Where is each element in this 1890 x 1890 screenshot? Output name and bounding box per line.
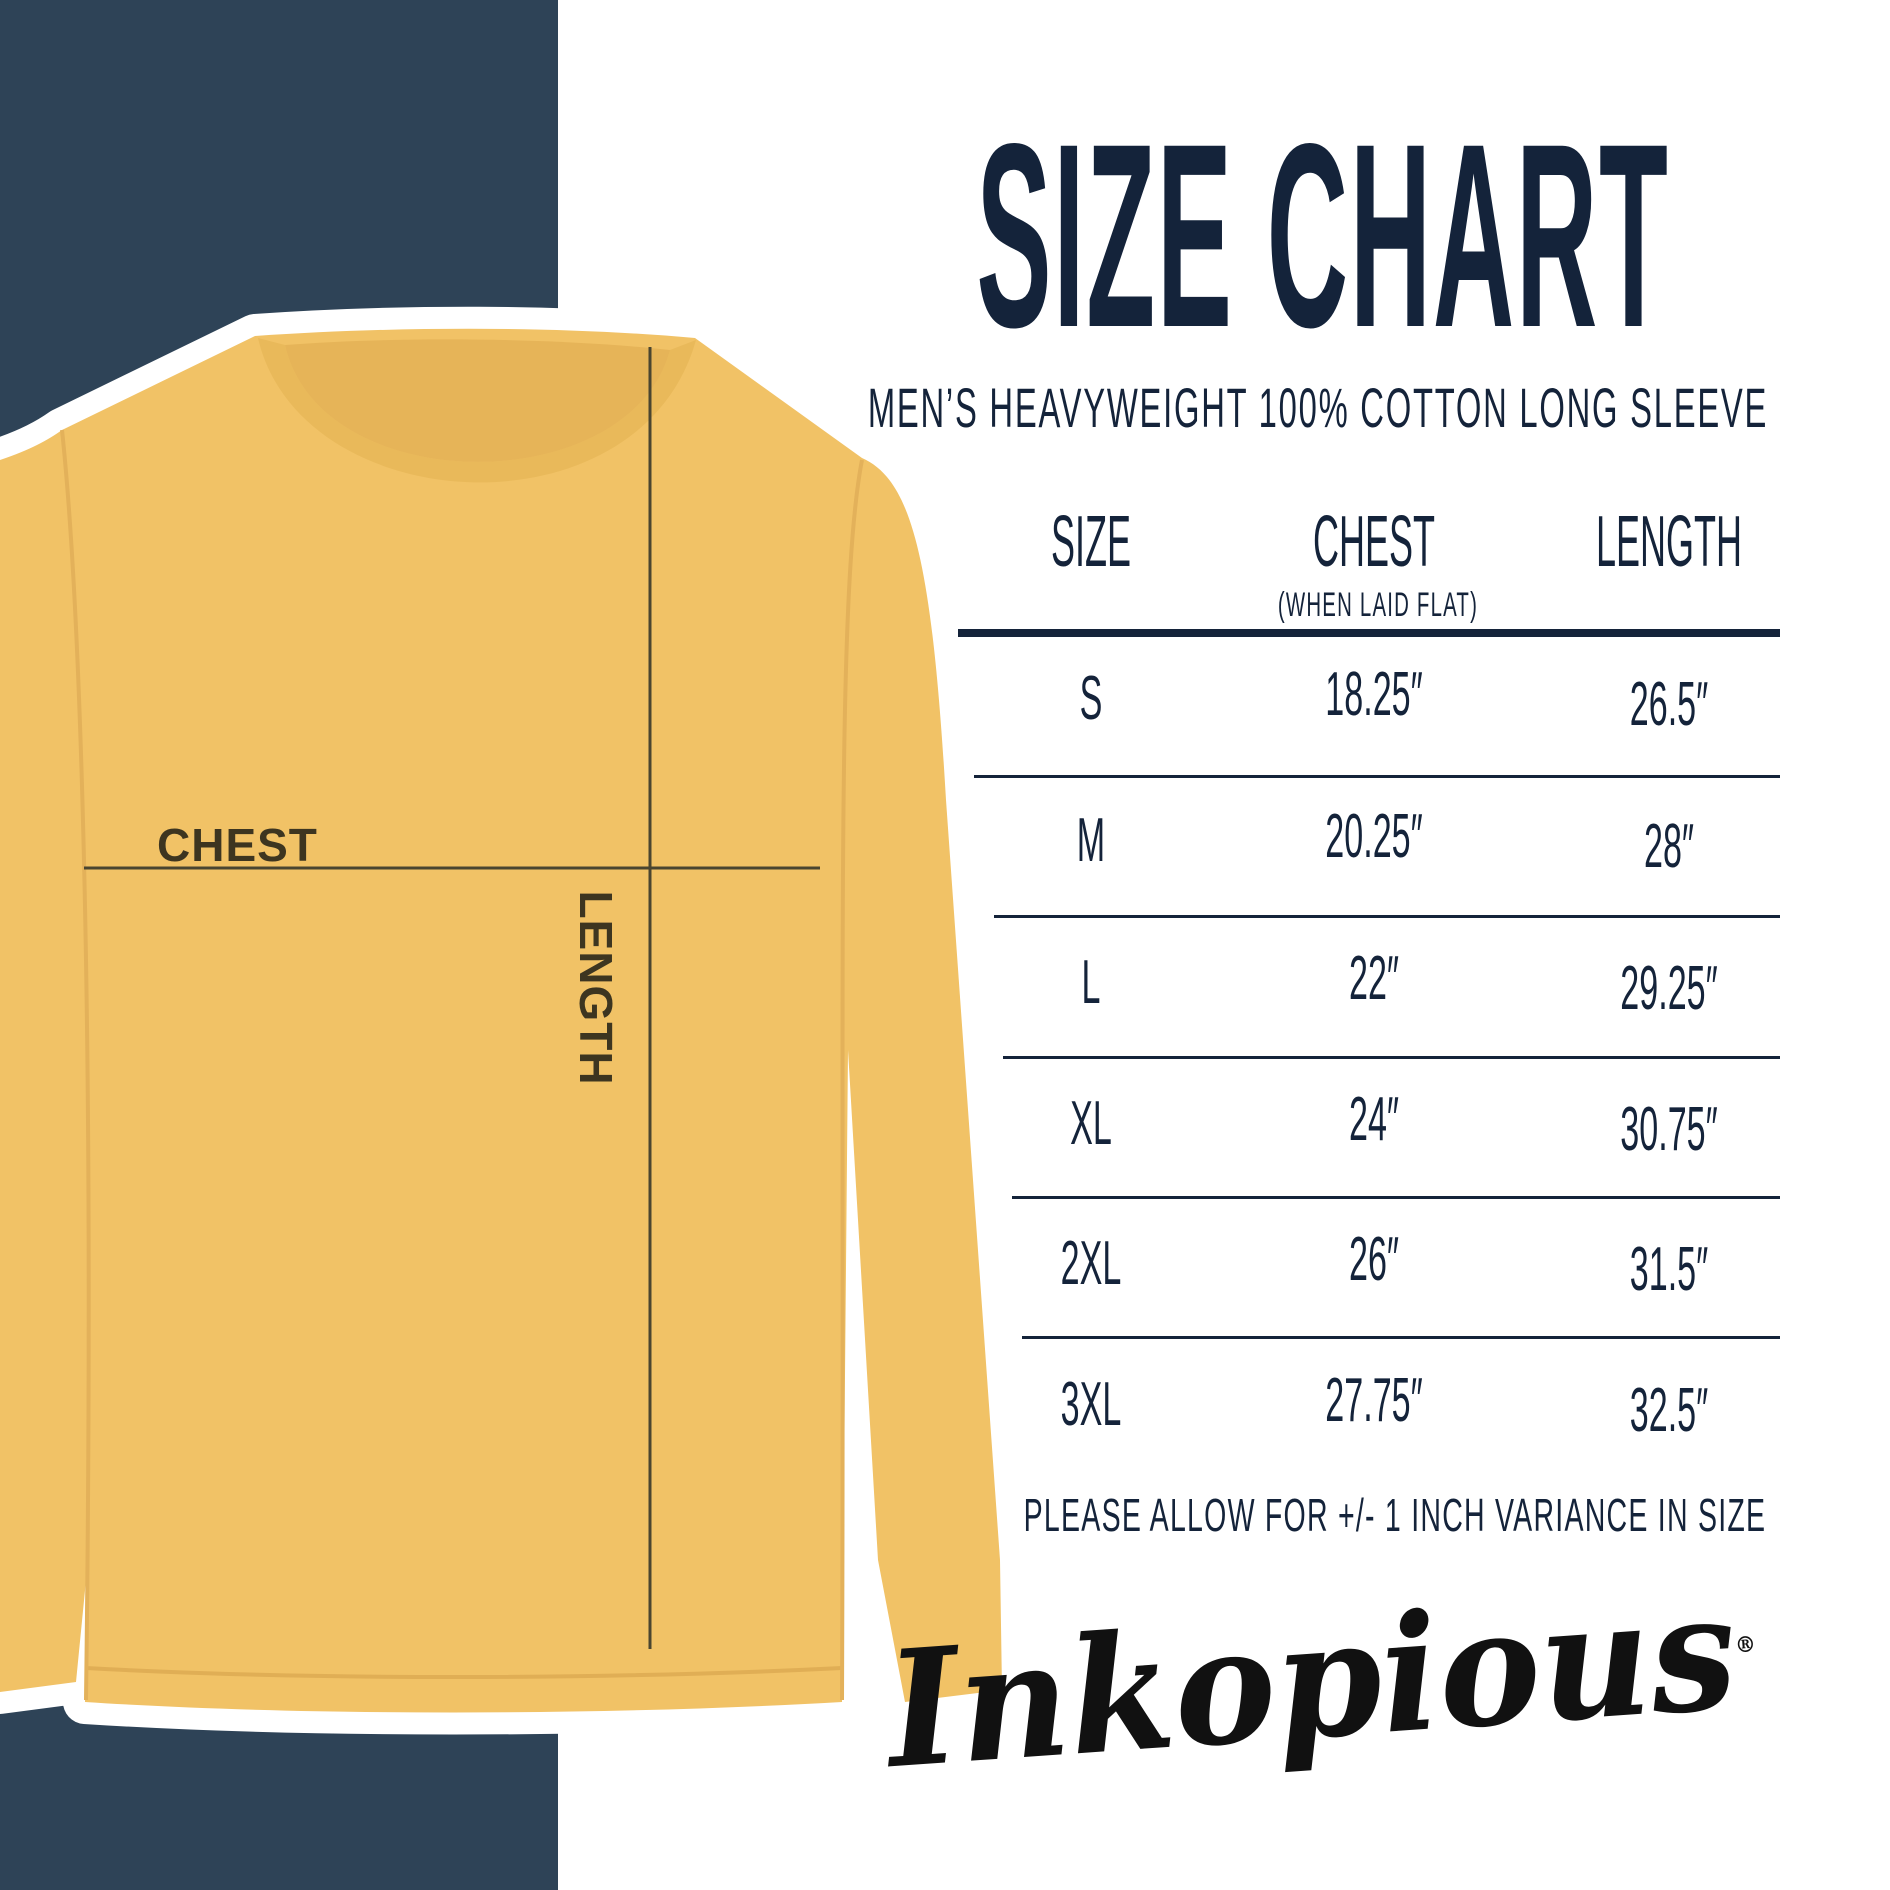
row-xl-size: XL xyxy=(1070,1089,1112,1158)
row-3xl-length: 32.5″ xyxy=(1629,1376,1709,1445)
sleeve-seam-right xyxy=(840,459,864,1701)
row-xl-chest: 24″ xyxy=(1348,1085,1400,1154)
row-divider xyxy=(974,775,1780,778)
product-subtitle: MEN’S HEAVYWEIGHT 100% COTTON LONG SLEEV… xyxy=(867,376,1769,439)
page-title: SIZE CHART xyxy=(976,89,1670,382)
row-divider xyxy=(1003,1056,1780,1059)
shirt-body xyxy=(0,328,1002,1713)
shirt-neck-opening xyxy=(285,339,670,462)
row-divider xyxy=(994,915,1780,918)
row-3xl-chest: 27.75″ xyxy=(1325,1366,1423,1435)
row-2xl-chest: 26″ xyxy=(1348,1225,1400,1294)
header-chest: CHEST xyxy=(1312,502,1436,582)
row-xl-length: 30.75″ xyxy=(1620,1095,1718,1164)
row-2xl-size: 2XL xyxy=(1060,1229,1122,1298)
row-2xl-length: 31.5″ xyxy=(1629,1235,1709,1304)
row-s-size: S xyxy=(1079,664,1103,733)
row-divider xyxy=(1012,1196,1780,1199)
header-size: SIZE xyxy=(1050,502,1132,582)
row-l-chest: 22″ xyxy=(1348,944,1400,1013)
row-l-length: 29.25″ xyxy=(1620,954,1718,1023)
header-chest-note: (WHEN LAID FLAT) xyxy=(1277,586,1479,624)
shirt-hem xyxy=(85,1666,843,1679)
header-length: LENGTH xyxy=(1595,502,1743,582)
row-s-chest: 18.25″ xyxy=(1325,660,1423,729)
variance-note: PLEASE ALLOW FOR +/- 1 INCH VARIANCE IN … xyxy=(1023,1489,1767,1541)
chest-measure-label: CHEST xyxy=(157,819,318,871)
row-m-length: 28″ xyxy=(1643,812,1695,881)
row-l-size: L xyxy=(1081,948,1101,1017)
row-m-size: M xyxy=(1076,806,1106,875)
row-s-length: 26.5″ xyxy=(1629,670,1709,739)
shirt-collar xyxy=(258,338,696,483)
row-3xl-size: 3XL xyxy=(1060,1370,1122,1439)
row-m-chest: 20.25″ xyxy=(1325,802,1423,871)
sleeve-seam-left xyxy=(60,429,91,1701)
row-divider xyxy=(1022,1336,1780,1339)
header-divider xyxy=(958,629,1780,637)
registered-mark: ® xyxy=(1734,1631,1757,1659)
length-measure-label: LENGTH xyxy=(570,890,622,1086)
